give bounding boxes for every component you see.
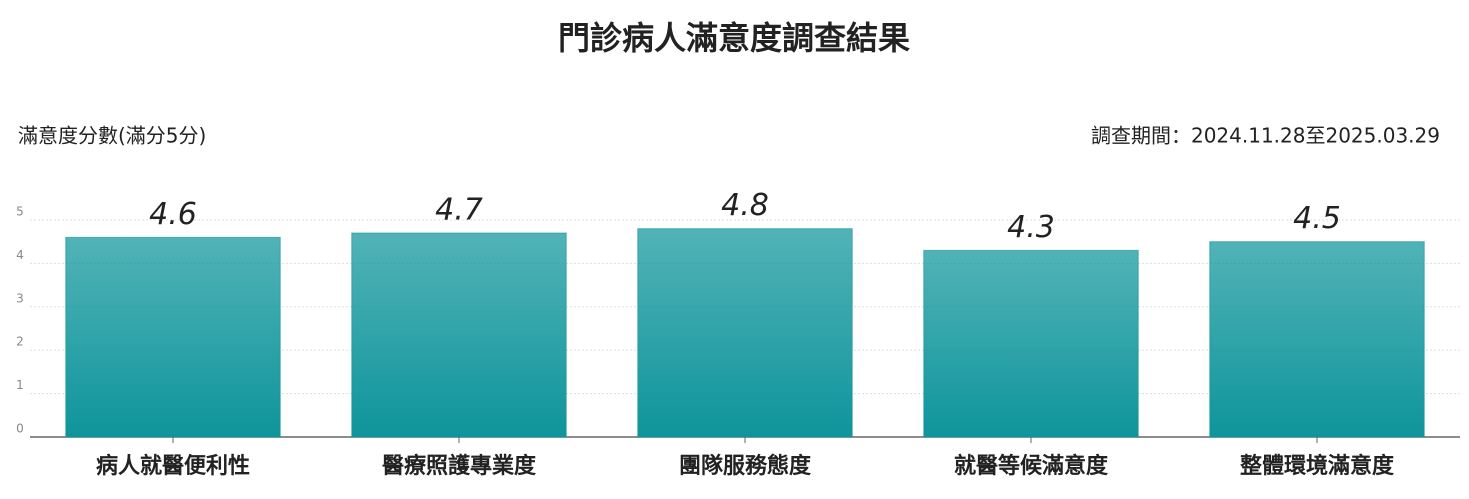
data-label: 4.3 <box>1007 210 1055 245</box>
y-tick-label: 0 <box>16 422 24 436</box>
y-tick-label: 4 <box>16 248 24 262</box>
y-axis-label: 滿意度分數(滿分5分) <box>18 124 206 148</box>
bar <box>1209 241 1425 438</box>
x-tick-label: 醫療照護專業度 <box>382 453 537 479</box>
x-tick-label: 整體環境滿意度 <box>1240 453 1395 479</box>
y-tick-label: 5 <box>16 205 24 219</box>
bar <box>351 232 567 438</box>
x-tick-label: 病人就醫便利性 <box>96 453 250 479</box>
data-label: 4.7 <box>435 193 483 228</box>
subtitle: 調查期間：2024.11.28至2025.03.29 <box>1091 124 1440 148</box>
bar <box>65 236 281 438</box>
data-label: 4.5 <box>1293 201 1341 236</box>
data-label: 4.6 <box>149 197 197 232</box>
x-tick-label: 就醫等候滿意度 <box>954 453 1109 479</box>
bar <box>637 228 853 438</box>
y-tick-label: 1 <box>16 378 24 392</box>
y-tick-label: 3 <box>16 291 24 305</box>
x-tick-label: 團隊服務態度 <box>679 453 812 479</box>
data-label: 4.8 <box>721 188 769 223</box>
y-tick-label: 2 <box>16 335 24 349</box>
chart-title: 門診病人滿意度調查結果 <box>558 19 910 57</box>
bar <box>923 249 1139 438</box>
